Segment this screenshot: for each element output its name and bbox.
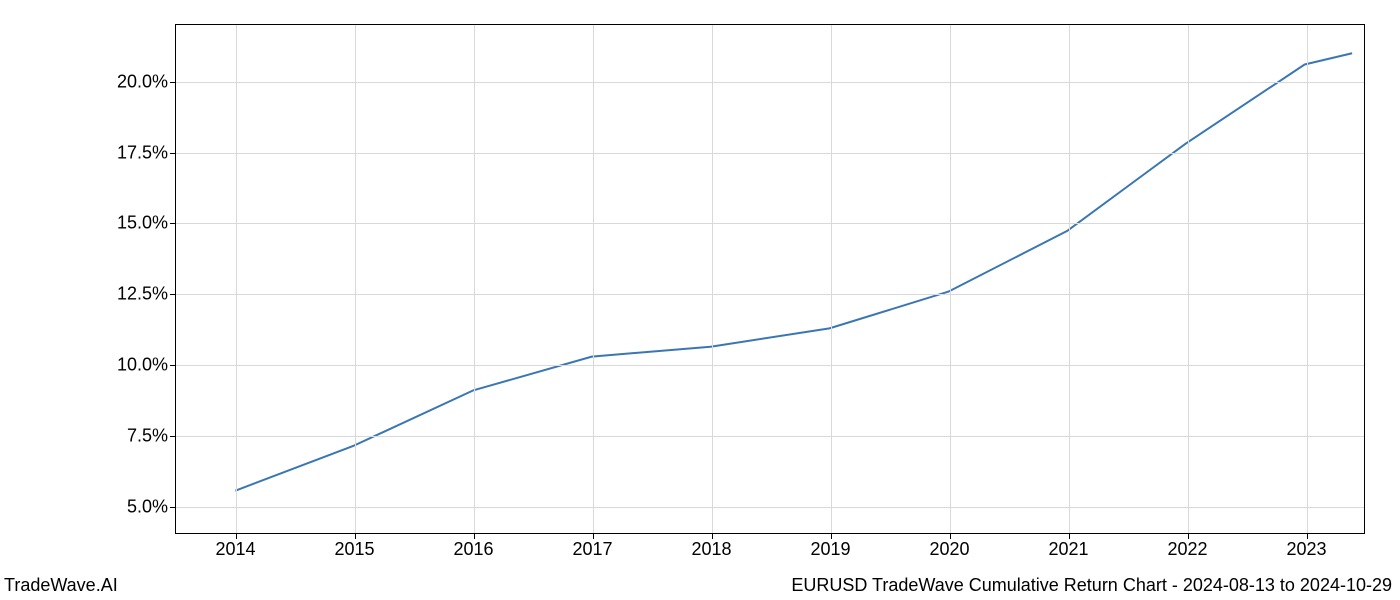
- y-tick-mark: [170, 436, 176, 437]
- grid-line-horizontal: [176, 507, 1364, 508]
- y-tick-mark: [170, 82, 176, 83]
- x-tick-label: 2020: [929, 539, 969, 560]
- y-tick-label: 12.5%: [117, 284, 168, 305]
- y-tick-mark: [170, 507, 176, 508]
- grid-line-horizontal: [176, 436, 1364, 437]
- y-tick-label: 20.0%: [117, 71, 168, 92]
- y-tick-label: 17.5%: [117, 142, 168, 163]
- grid-line-horizontal: [176, 223, 1364, 224]
- footer-left-text: TradeWave.AI: [4, 575, 118, 596]
- x-tick-label: 2017: [572, 539, 612, 560]
- grid-line-vertical: [593, 25, 594, 533]
- y-tick-label: 15.0%: [117, 213, 168, 234]
- grid-line-vertical: [474, 25, 475, 533]
- x-tick-label: 2015: [334, 539, 374, 560]
- grid-line-vertical: [712, 25, 713, 533]
- y-tick-mark: [170, 365, 176, 366]
- x-tick-label: 2023: [1286, 539, 1326, 560]
- y-tick-label: 5.0%: [127, 496, 168, 517]
- y-tick-label: 10.0%: [117, 355, 168, 376]
- x-tick-label: 2014: [215, 539, 255, 560]
- y-tick-label: 7.5%: [127, 425, 168, 446]
- x-tick-label: 2022: [1167, 539, 1207, 560]
- x-tick-label: 2021: [1048, 539, 1088, 560]
- y-tick-mark: [170, 294, 176, 295]
- grid-line-vertical: [1188, 25, 1189, 533]
- y-tick-mark: [170, 223, 176, 224]
- grid-line-vertical: [950, 25, 951, 533]
- y-tick-mark: [170, 153, 176, 154]
- grid-line-vertical: [1307, 25, 1308, 533]
- grid-line-horizontal: [176, 82, 1364, 83]
- x-tick-label: 2018: [691, 539, 731, 560]
- footer-right-text: EURUSD TradeWave Cumulative Return Chart…: [791, 575, 1392, 596]
- grid-line-horizontal: [176, 294, 1364, 295]
- grid-line-vertical: [236, 25, 237, 533]
- grid-line-horizontal: [176, 365, 1364, 366]
- grid-line-vertical: [355, 25, 356, 533]
- grid-line-vertical: [831, 25, 832, 533]
- chart-container: 2014 2015 2016 2017 2018 2019 2020 2021 2022 2023…: [0, 0, 1400, 600]
- grid-line-vertical: [1069, 25, 1070, 533]
- series-line-cumulative-return: [235, 53, 1352, 490]
- x-tick-label: 2016: [453, 539, 493, 560]
- plot-area: 2014201520162017201820192020202120222023…: [175, 24, 1365, 534]
- x-tick-label: 2019: [810, 539, 850, 560]
- grid-line-horizontal: [176, 153, 1364, 154]
